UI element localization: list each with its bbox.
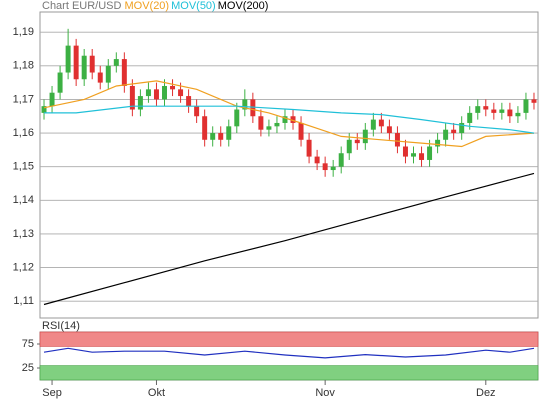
- candle-body: [186, 96, 192, 107]
- y-tick-label: 75: [22, 338, 34, 350]
- y-tick-label: 1,11: [13, 295, 34, 307]
- candle-body: [515, 112, 521, 117]
- plot-area: [39, 11, 539, 319]
- y-tick-label: 1,19: [13, 26, 34, 38]
- candle-body: [298, 122, 304, 140]
- candle-body: [338, 153, 344, 167]
- overbought-zone: [39, 331, 539, 347]
- legend-entry: MOV(50): [171, 0, 216, 12]
- legend-entry: MOV(20): [124, 0, 169, 12]
- y-tick-label: 1,17: [13, 93, 34, 105]
- x-tick-label: Okt: [148, 387, 165, 399]
- candle-body: [314, 156, 320, 164]
- candle-body: [402, 146, 408, 157]
- candle-body: [451, 129, 457, 134]
- candle-body: [65, 45, 71, 73]
- candle-body: [226, 126, 232, 140]
- oversold-zone: [39, 365, 539, 381]
- series-line: [43, 347, 535, 359]
- panel-title: RSI(14): [42, 320, 80, 332]
- candle-body: [153, 89, 159, 100]
- candle-body: [145, 89, 151, 97]
- candle-body: [274, 122, 280, 127]
- candle-body: [467, 112, 473, 123]
- candle-body: [210, 133, 216, 140]
- candle-body: [170, 85, 176, 90]
- candle-body: [266, 126, 272, 130]
- candle-body: [49, 92, 55, 107]
- candle-body: [346, 139, 352, 154]
- candle-body: [89, 55, 95, 73]
- candle-body: [386, 126, 392, 134]
- candle-body: [523, 99, 529, 113]
- y-tick-label: 1,13: [13, 228, 34, 240]
- series-line: [43, 80, 535, 148]
- candle-body: [435, 139, 441, 147]
- y-tick-label: 1,12: [13, 261, 34, 273]
- y-tick-label: 1,14: [13, 194, 34, 206]
- x-tick-label: Dez: [476, 387, 496, 399]
- candle-body: [475, 106, 481, 113]
- candle-body: [113, 59, 119, 66]
- candle-body: [499, 109, 505, 113]
- candle-body: [57, 72, 63, 93]
- candle-body: [306, 139, 312, 157]
- candle-body: [443, 129, 449, 140]
- y-tick-label: 1,16: [13, 127, 34, 139]
- candle-body: [250, 99, 256, 117]
- candle-body: [202, 116, 208, 140]
- x-tick-label: Sep: [42, 387, 62, 399]
- legend-entry: MOV(200): [218, 0, 269, 12]
- candle-body: [362, 129, 368, 144]
- series-line: [44, 105, 535, 134]
- candle-body: [41, 106, 47, 113]
- y-tick-label: 1,15: [13, 161, 34, 173]
- candle-body: [491, 109, 497, 113]
- candle-body: [81, 55, 87, 80]
- series-line: [43, 172, 535, 306]
- candle-body: [378, 119, 384, 127]
- candle-body: [242, 99, 248, 110]
- candle-body: [121, 59, 127, 86]
- candle-body: [459, 122, 465, 134]
- candle-body: [354, 139, 360, 144]
- candle-body: [322, 163, 328, 171]
- candle-body: [290, 116, 296, 123]
- candle-body: [258, 116, 264, 130]
- candle-body: [282, 116, 288, 123]
- candle-body: [73, 45, 79, 80]
- candle-body: [178, 89, 184, 97]
- candle-body: [194, 106, 200, 117]
- chart-title: Chart EUR/USD MOV(20) MOV(50) MOV(200): [42, 0, 268, 12]
- candle-body: [370, 119, 376, 130]
- candle-body: [507, 109, 513, 117]
- candle-body: [137, 96, 143, 110]
- candle-body: [411, 153, 416, 157]
- candle-body: [427, 146, 433, 160]
- candle-body: [394, 133, 400, 147]
- candle-body: [531, 99, 537, 103]
- y-tick-label: 25: [22, 362, 34, 374]
- candle-body: [419, 153, 425, 160]
- candle-body: [105, 65, 111, 83]
- candle-body: [129, 85, 135, 110]
- candle-body: [234, 109, 240, 127]
- y-tick-label: 1,18: [13, 60, 34, 72]
- candle-body: [330, 166, 336, 171]
- candle-body: [483, 106, 489, 110]
- candle-body: [97, 72, 103, 83]
- x-tick-label: Nov: [315, 387, 335, 399]
- title-text: Chart EUR/USD: [42, 0, 122, 12]
- candle-body: [218, 133, 224, 140]
- candle-body: [162, 85, 167, 100]
